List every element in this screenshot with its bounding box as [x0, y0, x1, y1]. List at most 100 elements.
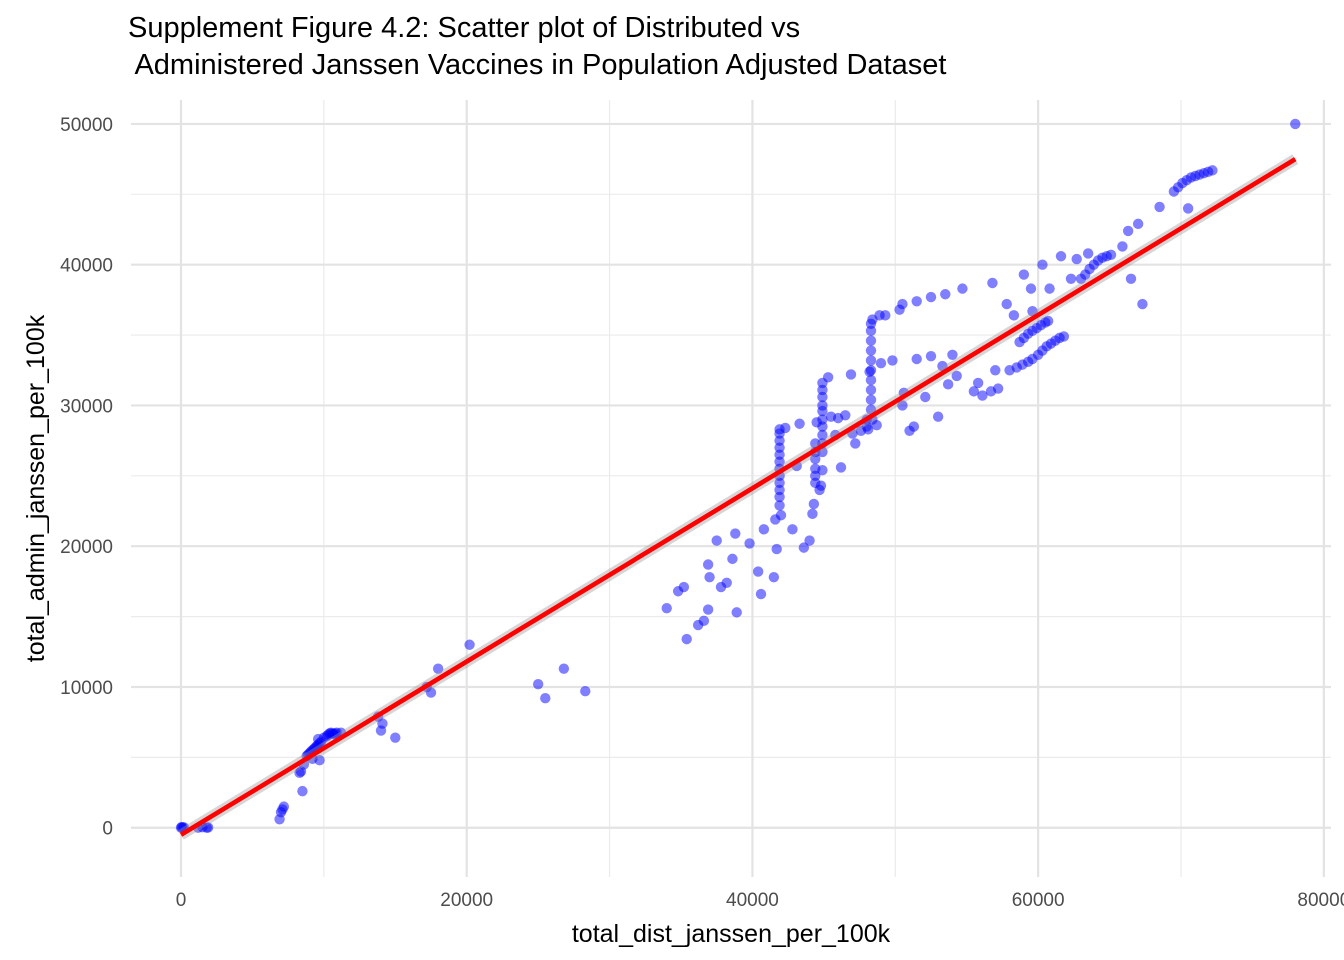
- data-point: [297, 785, 308, 797]
- data-point: [840, 410, 851, 421]
- data-point: [558, 663, 570, 674]
- y-tick-label: 30000: [60, 396, 113, 417]
- data-point: [774, 500, 785, 511]
- x-tick-label: 60000: [1012, 890, 1065, 911]
- data-point: [808, 498, 820, 510]
- data-point: [947, 349, 958, 360]
- y-tick-label: 50000: [60, 115, 113, 136]
- data-point: [702, 559, 714, 570]
- data-point: [972, 377, 984, 389]
- data-point: [865, 394, 877, 406]
- data-point: [730, 528, 741, 539]
- data-point: [681, 633, 692, 645]
- data-point: [377, 718, 388, 729]
- data-point: [1132, 218, 1144, 230]
- data-point: [711, 535, 722, 546]
- data-point: [432, 663, 444, 674]
- data-point: [987, 277, 998, 289]
- data-point: [532, 678, 544, 690]
- data-point: [1154, 201, 1165, 213]
- data-point: [897, 400, 908, 411]
- data-point: [1027, 305, 1038, 317]
- data-point: [957, 283, 968, 294]
- data-point: [925, 291, 937, 303]
- chart-title-line-1: Supplement Figure 4.2: Scatter plot of D…: [128, 12, 801, 44]
- data-point: [822, 372, 834, 383]
- data-point: [768, 571, 780, 583]
- data-point: [314, 754, 325, 766]
- data-point: [992, 383, 1004, 394]
- data-point: [817, 429, 828, 441]
- data-point: [817, 400, 828, 411]
- data-point: [942, 379, 954, 390]
- chart-title-line-2: Administered Janssen Vaccines in Populat…: [128, 49, 947, 81]
- data-point: [775, 510, 787, 521]
- data-point: [887, 355, 898, 366]
- data-point: [925, 350, 937, 362]
- y-tick-label: 0: [102, 819, 113, 840]
- data-point: [865, 365, 877, 376]
- data-point: [937, 360, 948, 372]
- data-point: [798, 542, 810, 553]
- data-point: [1037, 259, 1048, 270]
- data-point: [865, 335, 877, 346]
- data-point: [678, 581, 690, 593]
- data-point: [727, 553, 738, 565]
- data-point: [990, 365, 1001, 376]
- data-point: [661, 602, 672, 614]
- data-point: [862, 424, 874, 435]
- data-point: [425, 687, 437, 698]
- data-point: [731, 607, 742, 618]
- data-point: [920, 391, 931, 403]
- data-point: [804, 535, 815, 546]
- data-point: [1058, 331, 1070, 342]
- data-point: [875, 358, 887, 369]
- data-point: [1044, 283, 1055, 294]
- data-point: [1182, 203, 1194, 214]
- data-point: [787, 524, 798, 535]
- data-point: [1008, 310, 1020, 321]
- data-point: [1055, 251, 1067, 262]
- x-tick-label: 20000: [440, 890, 493, 911]
- data-point: [1082, 248, 1094, 259]
- data-point: [278, 801, 290, 812]
- data-point: [911, 296, 922, 307]
- y-tick-label: 40000: [60, 256, 113, 277]
- data-point: [1122, 225, 1134, 237]
- data-point: [1207, 165, 1218, 176]
- data-point: [968, 386, 980, 397]
- data-point: [817, 465, 828, 476]
- data-point: [951, 370, 962, 382]
- fit-line: [179, 157, 1297, 837]
- data-point: [702, 604, 714, 615]
- data-point: [897, 298, 908, 310]
- data-point: [202, 822, 214, 833]
- data-point: [865, 355, 877, 366]
- data-point: [1065, 273, 1077, 284]
- data-point: [1071, 253, 1082, 265]
- x-axis-title: total_dist_janssen_per_100k: [572, 920, 891, 948]
- data-point: [880, 310, 891, 321]
- data-point: [911, 353, 922, 365]
- data-point: [794, 418, 805, 429]
- data-point: [698, 615, 710, 627]
- y-axis-title: total_admin_janssen_per_100k: [22, 314, 50, 662]
- y-tick-label: 20000: [60, 537, 113, 558]
- x-tick-label: 0: [176, 890, 187, 911]
- data-point: [865, 384, 877, 396]
- data-point: [807, 508, 818, 520]
- data-point: [817, 414, 828, 425]
- data-point: [580, 685, 591, 697]
- data-point: [704, 571, 715, 583]
- data-point: [1025, 283, 1037, 294]
- data-point: [390, 732, 401, 743]
- data-point: [845, 369, 857, 380]
- data-point: [721, 577, 732, 589]
- data-point: [1001, 298, 1012, 310]
- data-point: [835, 462, 847, 473]
- data-point: [815, 480, 827, 491]
- x-tick-label: 40000: [726, 890, 779, 911]
